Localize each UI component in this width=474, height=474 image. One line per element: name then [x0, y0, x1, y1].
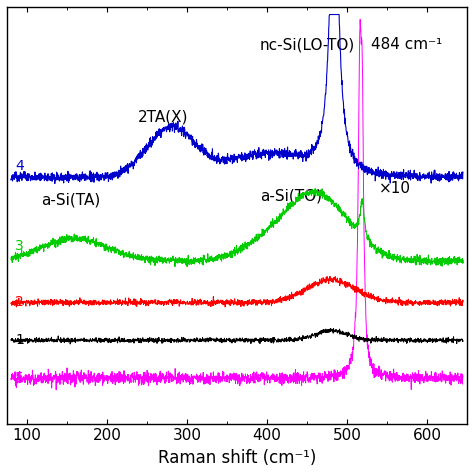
Text: nc-Si(LO-TO): nc-Si(LO-TO) [259, 37, 355, 53]
Text: 484 cm⁻¹: 484 cm⁻¹ [371, 37, 442, 53]
Text: a-Si(TO): a-Si(TO) [260, 189, 322, 204]
Text: 5: 5 [15, 371, 24, 385]
Text: 1: 1 [15, 333, 24, 347]
Text: 3: 3 [15, 238, 24, 253]
Text: a-Si(TA): a-Si(TA) [41, 193, 100, 208]
X-axis label: Raman shift (cm⁻¹): Raman shift (cm⁻¹) [158, 449, 316, 467]
Text: 2: 2 [15, 295, 24, 310]
Text: 4: 4 [15, 159, 24, 173]
Text: ×10: ×10 [379, 181, 411, 196]
Text: 2TA(X): 2TA(X) [138, 109, 188, 124]
